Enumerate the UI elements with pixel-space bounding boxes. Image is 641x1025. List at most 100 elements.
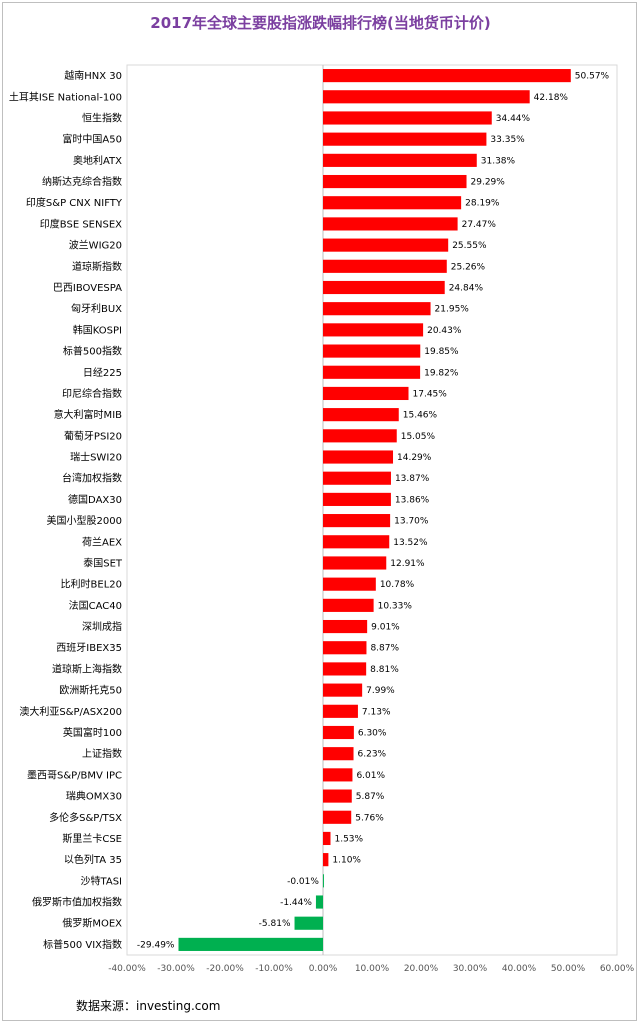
category-label: 美国小型股2000 <box>47 514 122 527</box>
bar <box>323 280 445 295</box>
bar <box>323 768 353 782</box>
category-label: 台湾加权指数 <box>62 472 122 485</box>
category-label: 韩国KOSPI <box>73 323 122 336</box>
category-label: 比利时BEL20 <box>61 579 122 591</box>
bar <box>323 810 352 824</box>
data-source: 数据来源：investing.com <box>76 999 221 1013</box>
data-label: 31.38% <box>481 156 516 166</box>
bar <box>323 662 367 676</box>
x-tick-label: -20.00% <box>206 964 244 974</box>
category-label: 标普500指数 <box>63 345 122 358</box>
data-label: -1.44% <box>280 898 312 908</box>
category-label: 俄罗斯MOEX <box>62 917 122 930</box>
data-label: 15.05% <box>401 432 436 442</box>
data-label: 19.85% <box>424 347 459 357</box>
data-label: 42.18% <box>534 93 569 103</box>
data-label: 28.19% <box>465 199 500 209</box>
x-tick-label: 60.00% <box>600 964 635 974</box>
bar <box>323 725 354 740</box>
x-tick-label: 20.00% <box>404 964 439 974</box>
bar <box>323 450 394 464</box>
bar <box>323 196 462 210</box>
data-label: 13.70% <box>394 517 429 527</box>
category-label: 波兰WIG20 <box>69 239 122 252</box>
category-label: 富时中国A50 <box>62 133 122 146</box>
category-label: 多伦多S&P/TSX <box>49 811 122 824</box>
x-tick-label: 40.00% <box>502 964 537 974</box>
x-tick-label: -10.00% <box>255 964 293 974</box>
data-label: 8.87% <box>370 644 399 654</box>
x-tick-label: 10.00% <box>355 964 390 974</box>
bar <box>323 556 387 570</box>
data-label: 6.23% <box>358 750 387 760</box>
data-label: 29.29% <box>471 178 506 188</box>
data-label: 15.46% <box>403 411 438 421</box>
data-label: 34.44% <box>496 114 531 124</box>
data-label: 13.86% <box>395 495 430 505</box>
bar <box>323 619 368 634</box>
x-tick-label: 50.00% <box>551 964 586 974</box>
bar <box>323 492 391 506</box>
category-label: 德国DAX30 <box>68 493 122 506</box>
data-label: 7.13% <box>362 707 391 717</box>
bar <box>323 69 571 83</box>
data-label: 9.01% <box>371 623 400 633</box>
category-label: 瑞士SWI20 <box>70 451 122 464</box>
data-label: 6.30% <box>358 729 387 739</box>
bar <box>323 111 492 125</box>
x-tick-label: -40.00% <box>108 964 146 974</box>
data-label: 50.57% <box>575 72 610 82</box>
category-label: 土耳其ISE National-100 <box>9 90 122 103</box>
data-label: 21.95% <box>435 305 470 315</box>
category-label: 欧洲斯托克50 <box>59 684 122 697</box>
bar <box>323 259 447 273</box>
bar <box>323 344 421 358</box>
data-label: 25.55% <box>452 241 487 251</box>
bar <box>323 323 424 337</box>
bar <box>323 471 391 485</box>
data-label: 5.76% <box>355 813 384 823</box>
bar <box>323 429 397 443</box>
bar <box>178 937 323 951</box>
bar <box>323 238 449 252</box>
data-label: 10.78% <box>380 580 415 590</box>
bar <box>323 747 354 761</box>
bar <box>323 90 530 104</box>
data-label: 20.43% <box>427 326 462 336</box>
category-label: 印尼综合指数 <box>62 387 122 400</box>
bar <box>323 683 363 697</box>
bar <box>323 365 421 379</box>
data-label: -29.49% <box>137 940 175 950</box>
category-label: 以色列TA 35 <box>64 853 122 866</box>
category-label: 澳大利亚S&P/ASX200 <box>19 705 122 718</box>
category-label: 沙特TASI <box>81 875 122 887</box>
data-label: 7.99% <box>366 686 395 696</box>
data-label: 24.84% <box>449 284 484 294</box>
category-label: 匈牙利BUX <box>71 302 122 315</box>
bar <box>315 895 323 909</box>
bar <box>323 789 352 803</box>
bar <box>323 302 431 316</box>
bar <box>323 386 409 401</box>
bar <box>323 514 391 528</box>
data-label: 13.87% <box>395 474 430 484</box>
data-label: 13.52% <box>393 538 428 548</box>
data-label: 14.29% <box>397 453 432 463</box>
category-label: 法国CAC40 <box>69 599 122 612</box>
bar <box>294 916 323 930</box>
bar <box>323 853 329 867</box>
plot-area <box>126 64 618 956</box>
category-label: 恒生指数 <box>82 111 122 124</box>
data-label: 17.45% <box>413 389 448 399</box>
data-label: 6.01% <box>356 771 385 781</box>
bar <box>323 535 390 549</box>
category-label: 泰国SET <box>83 556 123 569</box>
data-label: 19.82% <box>424 368 459 378</box>
bar <box>322 874 324 888</box>
category-label: 标普500 VIX指数 <box>43 938 122 951</box>
category-label: 印度BSE SENSEX <box>40 217 122 230</box>
bar <box>323 704 358 718</box>
category-label: 上证指数 <box>82 747 122 760</box>
